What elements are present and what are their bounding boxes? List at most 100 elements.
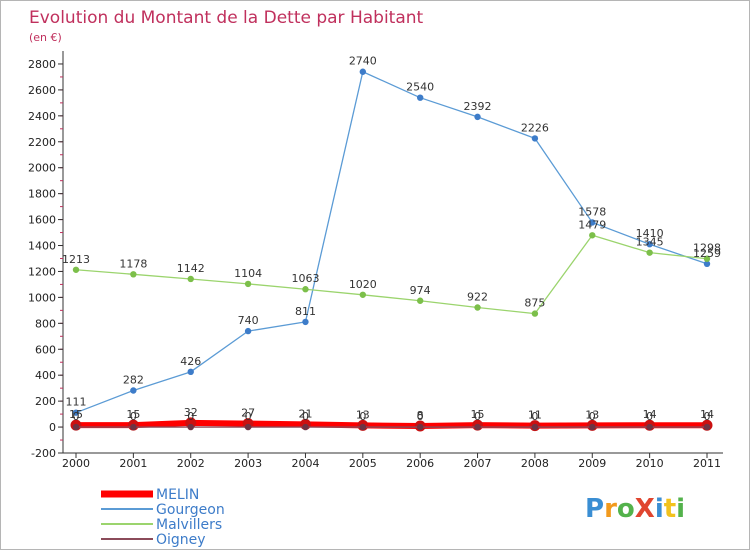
y-tick-label: -200 xyxy=(31,447,56,460)
point-gourgeon xyxy=(589,219,596,226)
x-tick-label: 2001 xyxy=(119,457,147,470)
data-label-gourgeon: 1259 xyxy=(693,247,721,260)
point-malvillers xyxy=(531,310,539,317)
data-label-malvillers: 1104 xyxy=(234,267,262,280)
x-tick-label: 2008 xyxy=(521,457,549,470)
data-label-melin: 14 xyxy=(643,408,657,421)
data-label-gourgeon: 2392 xyxy=(464,100,492,113)
data-label-oigney: 0 xyxy=(302,410,309,423)
y-tick-label: 0 xyxy=(49,421,56,434)
data-label-melin: 21 xyxy=(298,407,312,420)
legend-label-gourgeon: Gourgeon xyxy=(156,502,225,518)
point-oigney xyxy=(703,423,711,431)
data-label-melin: 13 xyxy=(356,408,370,421)
point-gourgeon xyxy=(130,387,137,394)
point-malvillers xyxy=(474,304,481,311)
point-malvillers xyxy=(416,297,424,304)
point-gourgeon xyxy=(646,241,653,248)
logo-letter: P xyxy=(585,494,604,524)
x-tick-label: 2009 xyxy=(578,457,606,470)
point-oigney xyxy=(187,423,194,431)
data-label-gourgeon: 1410 xyxy=(636,227,664,240)
point-gourgeon xyxy=(703,260,711,268)
series-layer xyxy=(70,68,713,432)
y-tick-label: 2000 xyxy=(28,162,56,175)
data-label-melin: 15 xyxy=(126,408,140,421)
data-label-malvillers: 974 xyxy=(410,284,431,297)
data-label-oigney: 0 xyxy=(646,410,653,423)
data-label-melin: 13 xyxy=(585,408,599,421)
point-gourgeon xyxy=(531,135,539,142)
data-label-melin: 14 xyxy=(700,408,714,421)
y-tick-label: 1400 xyxy=(28,240,56,253)
y-tick-label: 2600 xyxy=(28,84,56,97)
data-label-oigney: 0 xyxy=(245,410,252,423)
data-label-melin: 15 xyxy=(471,408,485,421)
data-label-malvillers: 1142 xyxy=(177,262,205,275)
data-label-melin: 27 xyxy=(241,407,255,420)
point-malvillers xyxy=(646,249,653,256)
point-gourgeon xyxy=(302,318,309,326)
point-oigney xyxy=(302,423,309,431)
point-malvillers xyxy=(72,266,80,273)
data-label-malvillers: 922 xyxy=(467,291,488,304)
data-label-gourgeon: 1578 xyxy=(578,205,606,218)
x-tick-label: 2007 xyxy=(464,457,492,470)
data-label-oigney: 0 xyxy=(187,410,194,423)
data-label-oigney: 0 xyxy=(73,410,80,423)
data-label-oigney: 0 xyxy=(359,410,366,423)
y-tick-label: 400 xyxy=(35,369,56,382)
point-gourgeon xyxy=(187,368,194,376)
y-tick-label: 2400 xyxy=(28,110,56,123)
data-label-melin: 8 xyxy=(417,409,424,422)
y-tick-label: 600 xyxy=(35,343,56,356)
data-label-malvillers: 1213 xyxy=(62,253,90,266)
data-label-oigney: 0 xyxy=(704,410,711,423)
data-label-malvillers: 1479 xyxy=(578,218,606,231)
chart-title: Evolution du Montant de la Dette par Hab… xyxy=(29,8,424,28)
legend-label-malvillers: Malvillers xyxy=(156,517,222,533)
x-tick-label: 2004 xyxy=(291,457,319,470)
data-labels-layer: 1112824267408112740254023922226157814101… xyxy=(62,55,721,423)
logo-letter: o xyxy=(617,494,635,524)
series-line-gourgeon xyxy=(75,71,708,414)
y-tick-label: 2200 xyxy=(28,136,56,149)
y-tick-label: 200 xyxy=(35,395,56,408)
point-gourgeon xyxy=(72,409,80,416)
y-tick-label: 1600 xyxy=(28,214,56,227)
series-line-melin xyxy=(73,419,710,430)
point-gourgeon xyxy=(416,94,424,101)
point-oigney xyxy=(130,423,137,431)
point-malvillers xyxy=(130,271,137,278)
logo-letter: X xyxy=(635,494,655,524)
y-tick-label: 1800 xyxy=(28,188,56,201)
data-label-malvillers: 1298 xyxy=(693,242,721,255)
data-label-oigney: 0 xyxy=(130,410,137,423)
data-label-gourgeon: 740 xyxy=(238,314,259,327)
x-tick-label: 2002 xyxy=(177,457,205,470)
proxiti-logo: ProXiti xyxy=(585,494,685,524)
point-gourgeon xyxy=(244,327,252,335)
x-tick-label: 2010 xyxy=(636,457,664,470)
data-label-malvillers: 1020 xyxy=(349,278,377,291)
data-label-oigney: 0 xyxy=(531,410,538,423)
point-oigney xyxy=(359,423,367,431)
data-label-gourgeon: 2740 xyxy=(349,55,377,68)
point-malvillers xyxy=(703,255,711,262)
series-line-malvillers xyxy=(75,234,708,315)
data-label-melin: 32 xyxy=(184,406,198,419)
data-label-malvillers: 875 xyxy=(524,297,545,310)
point-gourgeon xyxy=(359,68,367,75)
point-malvillers xyxy=(302,286,309,293)
data-label-oigney: 0 xyxy=(417,410,424,423)
data-label-malvillers: 1063 xyxy=(291,272,319,285)
x-tick-label: 2003 xyxy=(234,457,262,470)
logo-letter: i xyxy=(655,494,664,524)
y-tick-label: 1200 xyxy=(28,265,56,278)
chart-subtitle: (en €) xyxy=(29,31,62,44)
data-label-gourgeon: 2226 xyxy=(521,121,549,134)
point-malvillers xyxy=(244,280,252,288)
